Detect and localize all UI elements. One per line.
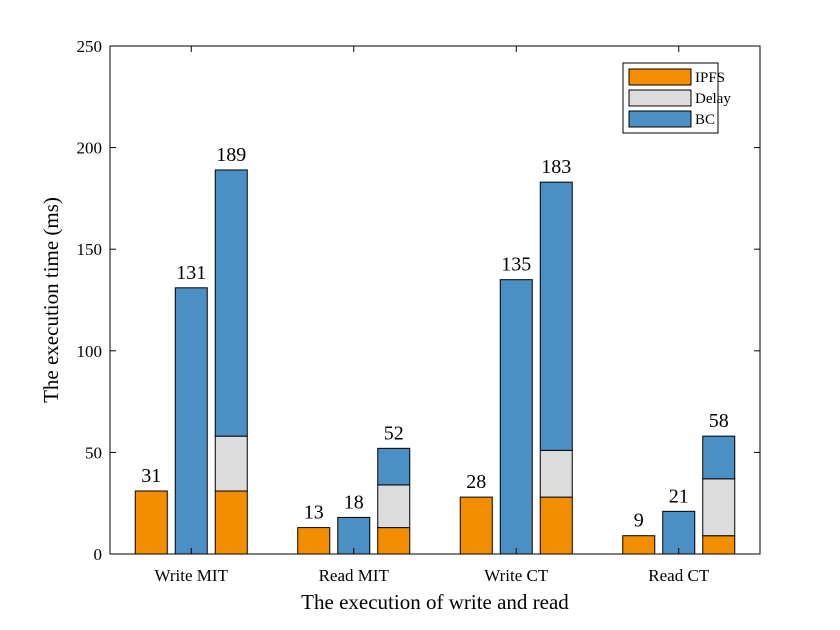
bar-value-label: 21	[669, 485, 689, 507]
y-tick-label: 200	[77, 139, 103, 158]
bar-segment-delay	[214, 435, 248, 492]
bar-segment-ipfs	[214, 490, 248, 555]
bar-value-label: 189	[216, 144, 246, 166]
bar-segment-bc	[214, 169, 248, 437]
bar-segment-delay	[539, 449, 573, 498]
legend-swatch-delay	[628, 89, 692, 107]
bar-value-label: 131	[176, 262, 206, 284]
bar-segment-ipfs	[134, 490, 168, 555]
y-tick-label: 50	[85, 443, 102, 462]
y-tick-label: 100	[77, 342, 103, 361]
bar-value-label: 28	[466, 471, 486, 493]
bar-segment-ipfs	[459, 496, 493, 555]
bar-segment-bc	[337, 516, 371, 555]
bar-segment-delay	[702, 478, 736, 537]
bar-segment-bc	[499, 279, 533, 555]
bar-segment-bc	[539, 181, 573, 451]
bar-segment-ipfs	[702, 535, 736, 555]
bar-segment-bc	[174, 287, 208, 555]
bar-value-label: 58	[709, 410, 729, 432]
bar-value-label: 31	[141, 465, 161, 487]
y-tick-label: 250	[77, 37, 103, 56]
bar-value-label: 183	[541, 156, 571, 178]
x-tick-label: Read CT	[648, 566, 710, 585]
bar-segment-ipfs	[539, 496, 573, 555]
bar-segment-bc	[702, 435, 736, 480]
bar-segment-ipfs	[622, 535, 656, 555]
legend-swatch-ipfs	[628, 68, 692, 86]
legend-label-bc: BC	[695, 112, 715, 128]
bars-layer	[134, 169, 736, 555]
bar-value-label: 18	[344, 491, 364, 513]
bar-value-label: 135	[501, 254, 531, 276]
x-axis: Write MIT Read MIT Write CT Read CT	[155, 46, 710, 585]
bar-segment-delay	[377, 484, 411, 529]
bar-value-label: 9	[634, 510, 644, 532]
legend-label-ipfs: IPFS	[695, 70, 725, 86]
legend-label-delay: Delay	[695, 91, 731, 107]
bar-segment-bc	[662, 510, 696, 555]
bar-segment-ipfs	[297, 527, 331, 555]
y-axis-label: The execution time (ms)	[39, 197, 63, 403]
data-labels-layer: 31 131 189 13 18 52 28 135 183 9 21 58	[141, 144, 729, 532]
bar-value-label: 52	[384, 422, 404, 444]
x-tick-label: Write CT	[484, 566, 549, 585]
bar-segment-bc	[377, 447, 411, 486]
x-tick-label: Write MIT	[155, 566, 229, 585]
x-tick-label: Read MIT	[319, 566, 390, 585]
x-axis-label: The execution of write and read	[301, 590, 569, 614]
y-tick-label: 0	[94, 545, 103, 564]
plot-area-frame	[109, 45, 761, 555]
y-axis: 0 50 100 150 200 250	[77, 37, 760, 564]
bar-value-label: 13	[304, 502, 324, 524]
y-tick-label: 150	[77, 240, 103, 259]
legend-swatch-bc	[628, 110, 692, 128]
bar-segment-ipfs	[377, 527, 411, 555]
legend: IPFS Delay BC	[622, 62, 731, 134]
